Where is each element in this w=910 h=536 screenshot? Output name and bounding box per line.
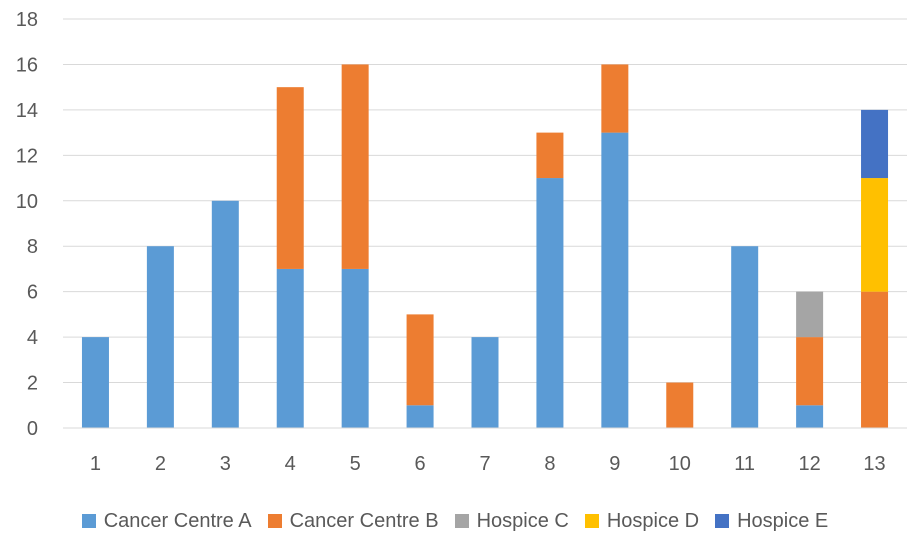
bar-13-series-5 <box>861 109 889 179</box>
y-tick-label: 10 <box>16 191 38 213</box>
legend-swatch <box>81 514 96 528</box>
x-tick-label: 13 <box>863 453 885 475</box>
bar-1-series-1 <box>81 337 109 428</box>
bar-4-series-2 <box>276 87 304 269</box>
y-tick-label: 16 <box>16 54 38 76</box>
x-tick-label: 11 <box>734 453 755 475</box>
bar-11-series-1 <box>731 246 759 428</box>
x-tick-label: 9 <box>609 453 620 475</box>
y-tick-label: 2 <box>27 373 38 395</box>
bar-5-series-2 <box>341 64 369 269</box>
bar-13-series-2 <box>861 291 889 428</box>
legend-item: Hospice D <box>584 509 700 533</box>
y-tick-label: 4 <box>27 327 38 349</box>
bars <box>81 64 889 428</box>
bar-4-series-1 <box>276 268 304 428</box>
bar-8-series-2 <box>536 132 564 179</box>
bar-12-series-2 <box>796 337 824 406</box>
y-tick-label: 0 <box>27 418 38 440</box>
bar-12-series-3 <box>796 291 824 338</box>
legend-label: Cancer Centre B <box>289 509 439 532</box>
y-axis-tick-labels: 0 2 4 6 8 10 12 14 16 18 <box>16 9 38 440</box>
legend-swatch <box>715 514 730 528</box>
y-tick-label: 14 <box>16 100 38 122</box>
bar-6-series-2 <box>406 314 434 406</box>
bar-8-series-1 <box>536 178 564 428</box>
x-axis-tick-labels: 1 2 3 4 5 6 7 8 9 10 11 12 13 <box>90 453 886 475</box>
x-tick-label: 7 <box>479 453 490 475</box>
bar-2-series-1 <box>146 246 174 428</box>
legend-label: Hospice E <box>737 509 829 532</box>
legend-item: Cancer Centre B <box>267 509 439 533</box>
legend-item: Cancer Centre A <box>81 509 252 533</box>
legend: Cancer Centre A Cancer Centre B Hospice C H… <box>0 506 910 536</box>
y-tick-label: 6 <box>27 282 38 304</box>
legend-swatch <box>454 514 469 528</box>
bar-7-series-1 <box>471 337 499 428</box>
x-tick-label: 1 <box>90 453 101 475</box>
x-tick-label: 3 <box>220 453 231 475</box>
bar-3-series-1 <box>211 200 239 428</box>
x-tick-label: 10 <box>669 453 691 475</box>
x-tick-label: 12 <box>798 453 820 475</box>
y-tick-label: 12 <box>16 145 38 167</box>
bar-6-series-1 <box>406 405 434 428</box>
y-tick-label: 18 <box>16 9 38 31</box>
legend-swatch <box>584 514 599 528</box>
bar-12-series-1 <box>796 405 824 428</box>
x-tick-label: 6 <box>415 453 426 475</box>
gridlines <box>63 18 907 384</box>
x-tick-label: 2 <box>155 453 166 475</box>
legend-label: Cancer Centre A <box>103 509 252 532</box>
x-tick-label: 8 <box>544 453 555 475</box>
x-tick-label: 4 <box>285 453 296 475</box>
bar-13-series-4 <box>861 178 889 292</box>
bar-10-series-2 <box>666 382 694 428</box>
bar-9-series-2 <box>601 64 629 133</box>
legend-swatch <box>267 514 282 528</box>
legend-item: Hospice E <box>715 510 828 533</box>
legend-label: Hospice D <box>606 509 700 532</box>
x-tick-label: 5 <box>350 453 361 475</box>
legend-item: Hospice C <box>454 509 569 533</box>
bar-9-series-1 <box>601 132 629 428</box>
legend-label: Hospice C <box>476 509 569 532</box>
y-tick-label: 8 <box>27 236 38 258</box>
bar-5-series-1 <box>341 268 369 428</box>
